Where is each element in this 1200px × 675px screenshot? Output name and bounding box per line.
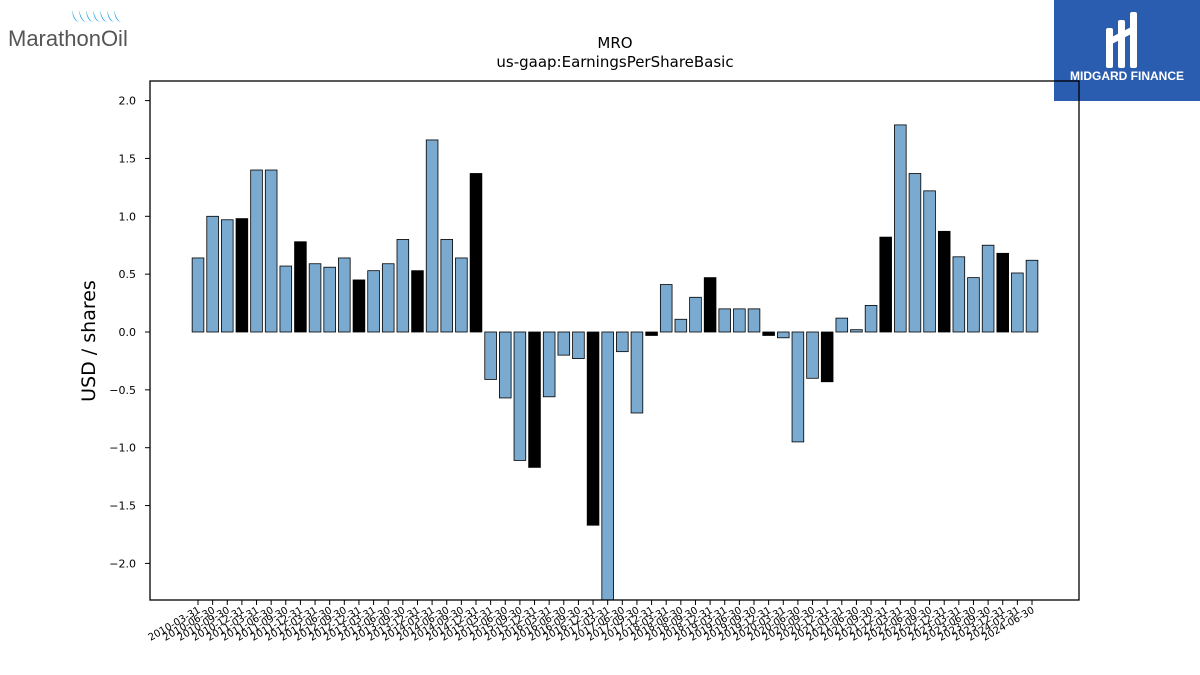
y-axis-label: USD / shares <box>78 280 100 402</box>
bar-2022-06-30 <box>908 173 922 333</box>
bar-2015-06-30 <box>499 331 512 399</box>
bar-2023-09-30 <box>981 244 995 333</box>
bar-2022-03-31 <box>894 124 907 333</box>
y-tick-label: 1.0 <box>119 210 137 223</box>
bar-2013-09-30 <box>396 239 410 333</box>
bar-2021-06-30 <box>850 329 863 333</box>
midgard-logo-text: MIDGARD FINANCE <box>1070 69 1184 83</box>
bar-2017-03-31 <box>601 331 614 600</box>
bar-2023-06-30 <box>967 277 980 333</box>
bar-2016-06-30 <box>557 331 571 356</box>
bar-2015-09-30 <box>513 331 527 461</box>
bar-2019-09-30 <box>747 308 761 333</box>
y-axis: 2.0 1.5 1.0 0.5 0.0 −0.5 −1.0 −1.5 −2.0 <box>109 95 150 570</box>
bar-2017-09-30 <box>630 331 644 414</box>
bar-2018-06-30 <box>674 318 688 333</box>
bar-2012-12-31 <box>352 279 366 333</box>
bar-2021-09-30 <box>864 304 878 333</box>
bar-2022-12-31 <box>937 230 951 333</box>
marathon-wave-icon <box>72 10 122 22</box>
y-tick-label: −1.0 <box>109 442 136 455</box>
bar-2024-03-31 <box>1011 272 1024 333</box>
bar-2019-12-31 <box>762 331 775 336</box>
plot-area-frame <box>149 80 1080 601</box>
marathon-oil-logo: MarathonOil <box>8 10 128 51</box>
y-tick-label: −2.0 <box>109 557 136 570</box>
chart-subtitle: us-gaap:EarningsPerShareBasic <box>496 53 733 71</box>
bar-2012-03-31 <box>308 263 322 333</box>
bar-2019-03-31 <box>718 308 731 333</box>
bar-2016-09-30 <box>572 331 585 360</box>
bar-2023-12-31 <box>996 252 1009 333</box>
bar-2020-03-31 <box>777 331 790 339</box>
bar-2014-12-31 <box>469 173 483 333</box>
bar-2017-06-30 <box>616 331 629 353</box>
bar-2015-03-31 <box>484 331 497 380</box>
bar-2012-09-30 <box>338 257 351 333</box>
y-tick-label: 0.0 <box>119 326 137 339</box>
bar-2021-12-31 <box>879 236 892 333</box>
bar-2020-09-30 <box>806 331 819 379</box>
bar-2021-03-31 <box>835 317 849 333</box>
bar-2010-03-31 <box>191 257 205 333</box>
bar-2020-12-31 <box>820 331 834 383</box>
bar-2017-12-31 <box>645 331 658 336</box>
bar-2014-06-30 <box>440 239 453 333</box>
midgard-finance-logo: MIDGARD FINANCE <box>1054 0 1200 101</box>
bar-2011-12-31 <box>294 241 307 333</box>
bar-2013-03-31 <box>367 270 380 333</box>
bar-2019-06-30 <box>733 308 746 333</box>
bar-2016-12-31 <box>586 331 600 526</box>
bar-2016-03-31 <box>542 331 556 398</box>
bar-2018-03-31 <box>659 284 673 333</box>
midgard-m-icon <box>1106 12 1137 68</box>
y-tick-label: 1.5 <box>119 152 137 165</box>
bar-2013-12-31 <box>411 270 424 333</box>
bar-2010-06-30 <box>206 215 219 333</box>
bar-2020-06-30 <box>791 331 805 443</box>
y-tick-label: 2.0 <box>119 95 137 108</box>
marathon-oil-logo-text: MarathonOil <box>8 26 128 51</box>
chart-title: MRO <box>597 34 632 52</box>
bar-2015-12-31 <box>528 331 541 468</box>
x-axis: 2010-03-312010-06-302010-09-302010-12-31… <box>147 600 1037 644</box>
bar-2010-09-30 <box>221 219 234 333</box>
y-tick-label: −0.5 <box>109 384 136 397</box>
bar-2023-03-31 <box>952 256 966 333</box>
y-tick-label: −1.5 <box>109 500 136 513</box>
y-tick-label: 0.5 <box>119 268 137 281</box>
bar-2022-09-30 <box>923 190 936 333</box>
bar-2012-06-30 <box>323 266 336 333</box>
midgard-logo-background <box>1054 0 1200 101</box>
bar-2010-12-31 <box>235 218 249 333</box>
bar-2018-09-30 <box>689 296 702 333</box>
bar-2018-12-31 <box>703 277 717 333</box>
bar-2011-09-30 <box>279 265 293 333</box>
bar-2014-03-31 <box>425 139 439 333</box>
bar-2013-06-30 <box>381 263 395 333</box>
bar-2014-09-30 <box>455 257 468 333</box>
bars-group <box>191 124 1039 600</box>
bar-2024-06-30 <box>1025 259 1039 333</box>
bar-2011-06-30 <box>264 169 278 333</box>
bar-2011-03-31 <box>250 169 263 333</box>
